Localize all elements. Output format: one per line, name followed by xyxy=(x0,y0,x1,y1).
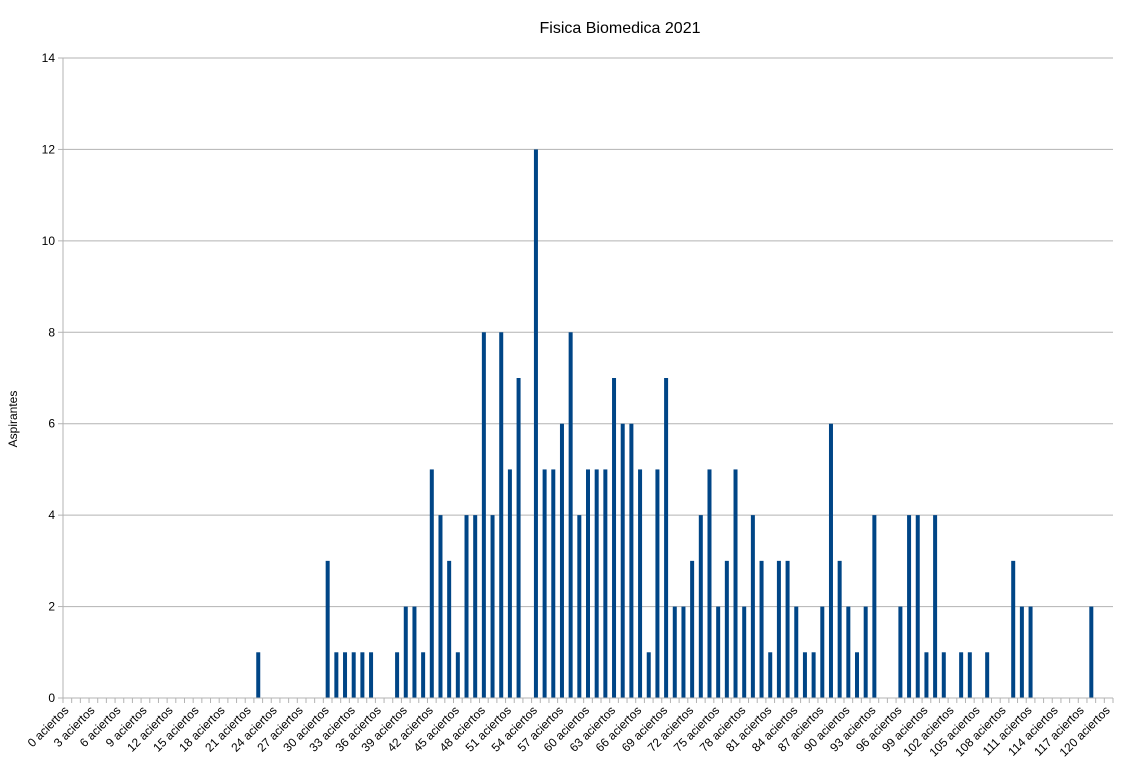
bar xyxy=(1028,606,1033,698)
bar xyxy=(655,469,660,698)
bar xyxy=(863,606,868,698)
bar xyxy=(499,332,504,698)
bar xyxy=(343,652,348,698)
y-tick-label: 6 xyxy=(48,417,55,431)
bar xyxy=(776,560,781,698)
bar xyxy=(256,652,261,698)
bar xyxy=(907,515,912,698)
bar xyxy=(967,652,972,698)
y-axis-ticks: 0 2 4 6 8 10 12 14 xyxy=(42,51,63,705)
bar xyxy=(690,560,695,698)
bar xyxy=(568,332,573,698)
bar xyxy=(360,652,365,698)
bar xyxy=(516,378,521,698)
bar xyxy=(481,332,486,698)
y-tick-label: 14 xyxy=(42,51,56,65)
bar xyxy=(681,606,686,698)
bar xyxy=(551,469,556,698)
bar xyxy=(369,652,374,698)
bar xyxy=(577,515,582,698)
bar xyxy=(586,469,590,698)
bar xyxy=(334,652,339,698)
bar xyxy=(985,652,990,698)
bar xyxy=(924,652,929,698)
bar xyxy=(403,606,408,698)
bar xyxy=(395,652,400,698)
bar xyxy=(325,560,330,698)
bar xyxy=(759,560,764,698)
bar xyxy=(811,652,816,698)
bar xyxy=(638,469,643,698)
bar xyxy=(941,652,946,698)
bar xyxy=(846,606,851,698)
y-tick-label: 12 xyxy=(42,142,56,156)
bar xyxy=(603,469,608,698)
y-tick-label: 8 xyxy=(48,325,55,339)
bar xyxy=(473,515,478,698)
bar xyxy=(351,652,356,698)
bar xyxy=(1011,560,1016,698)
bar xyxy=(724,560,729,698)
bar xyxy=(438,515,443,698)
bar xyxy=(733,469,738,698)
bar xyxy=(490,515,495,698)
chart-title: Fisica Biomedica 2021 xyxy=(540,20,701,37)
grid-lines xyxy=(63,57,1113,608)
bar xyxy=(412,606,417,698)
bar xyxy=(455,652,460,698)
axes xyxy=(62,58,1113,699)
bar xyxy=(802,652,807,698)
y-tick-label: 2 xyxy=(48,600,55,614)
bar xyxy=(507,469,512,698)
bar xyxy=(1089,606,1094,698)
bar xyxy=(664,378,669,698)
bar xyxy=(959,652,964,698)
bar xyxy=(629,423,634,698)
bar xyxy=(533,149,538,698)
bar xyxy=(542,469,547,698)
y-tick-label: 4 xyxy=(48,508,55,522)
bars xyxy=(256,149,1094,698)
bar xyxy=(872,515,877,698)
bar xyxy=(716,606,721,698)
bar xyxy=(421,652,426,698)
bar xyxy=(429,469,434,698)
bar xyxy=(742,606,747,698)
bar xyxy=(620,423,625,698)
bar xyxy=(837,560,842,698)
bar xyxy=(646,652,651,698)
bar xyxy=(785,560,790,698)
bar xyxy=(933,515,938,698)
bar xyxy=(820,606,825,698)
bar xyxy=(447,560,452,698)
bar xyxy=(612,378,617,698)
bar xyxy=(750,515,755,698)
y-tick-label: 10 xyxy=(42,234,56,248)
bar xyxy=(915,515,920,698)
bar xyxy=(707,469,712,698)
bar xyxy=(672,606,677,698)
bar xyxy=(828,423,833,698)
bar xyxy=(898,606,903,698)
y-tick-label: 0 xyxy=(48,691,55,705)
bar xyxy=(855,652,860,698)
bar xyxy=(794,606,799,698)
bar xyxy=(1019,606,1024,698)
bar xyxy=(768,652,773,698)
y-axis-label: Aspirantes xyxy=(6,391,20,448)
bar xyxy=(464,515,469,698)
bar xyxy=(559,423,564,698)
bar xyxy=(698,515,703,698)
bar xyxy=(594,469,599,698)
